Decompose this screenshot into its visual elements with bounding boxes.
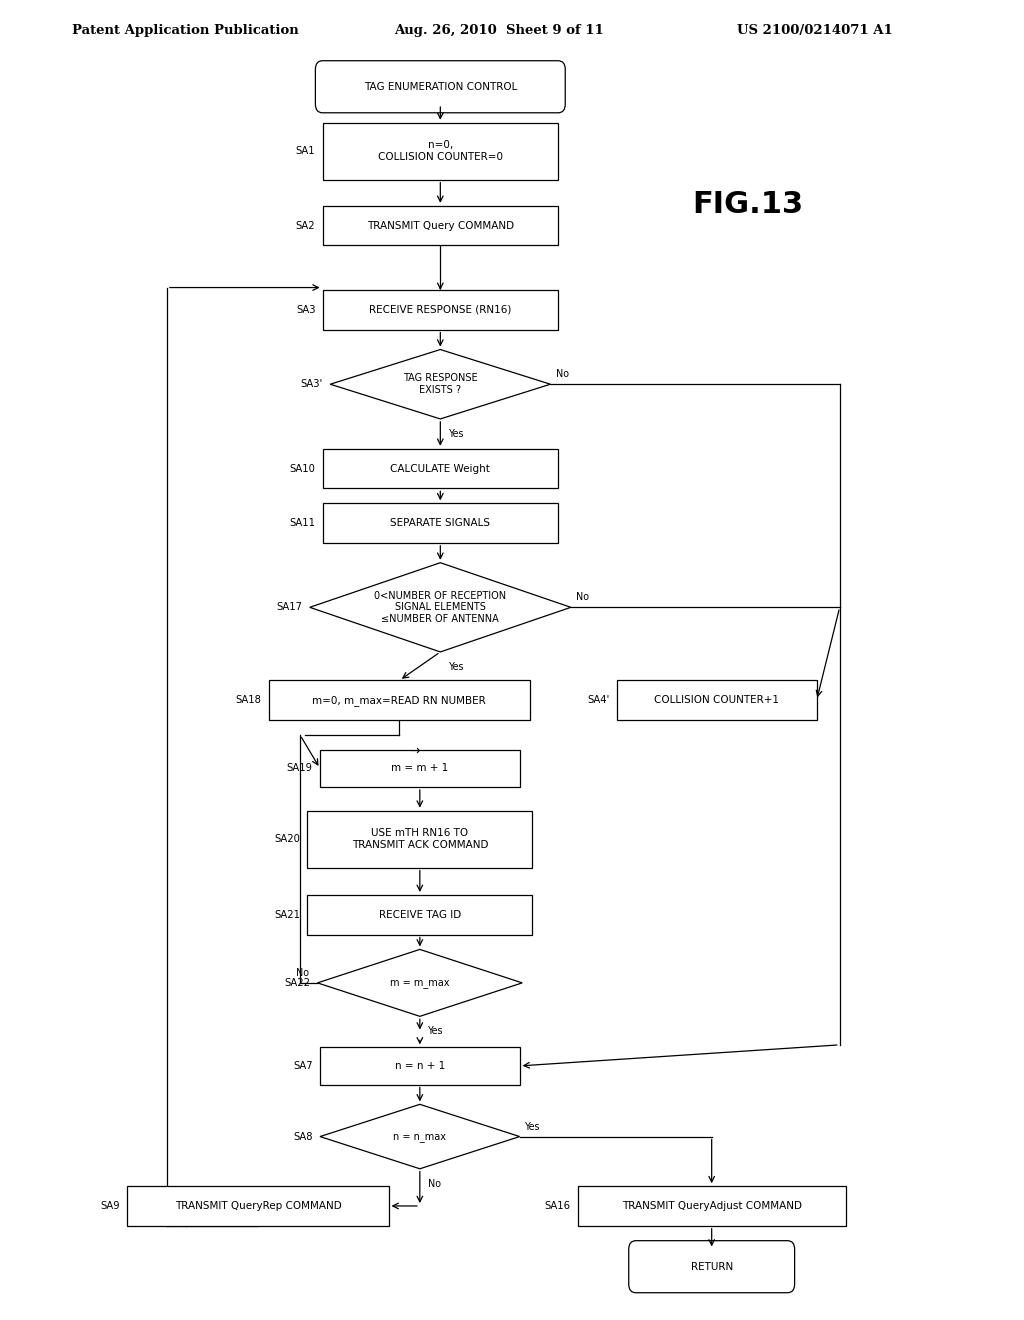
Text: Yes: Yes xyxy=(524,1122,541,1131)
Text: SA7: SA7 xyxy=(293,1061,313,1071)
Text: SA8: SA8 xyxy=(293,1131,313,1142)
Text: USE mTH RN16 TO
TRANSMIT ACK COMMAND: USE mTH RN16 TO TRANSMIT ACK COMMAND xyxy=(351,828,488,850)
Polygon shape xyxy=(319,1105,519,1168)
FancyBboxPatch shape xyxy=(616,680,816,721)
Text: SA10: SA10 xyxy=(290,463,315,474)
Text: Aug. 26, 2010  Sheet 9 of 11: Aug. 26, 2010 Sheet 9 of 11 xyxy=(394,24,604,37)
Text: RETURN: RETURN xyxy=(690,1262,733,1271)
FancyBboxPatch shape xyxy=(319,750,520,787)
FancyBboxPatch shape xyxy=(323,123,558,180)
Text: SA11: SA11 xyxy=(290,517,315,528)
Text: RECEIVE TAG ID: RECEIVE TAG ID xyxy=(379,909,461,920)
FancyBboxPatch shape xyxy=(323,290,558,330)
FancyBboxPatch shape xyxy=(323,503,558,543)
Polygon shape xyxy=(330,350,551,418)
Text: US 2100/0214071 A1: US 2100/0214071 A1 xyxy=(737,24,893,37)
Text: No: No xyxy=(575,593,589,602)
Text: No: No xyxy=(428,1179,441,1189)
Text: SA9: SA9 xyxy=(100,1201,121,1210)
Text: SA16: SA16 xyxy=(545,1201,570,1210)
Text: SA22: SA22 xyxy=(285,978,310,987)
Text: m = m + 1: m = m + 1 xyxy=(391,763,449,774)
Text: SA17: SA17 xyxy=(276,602,303,612)
Text: No: No xyxy=(296,968,309,978)
FancyBboxPatch shape xyxy=(323,449,558,488)
Text: SA20: SA20 xyxy=(274,834,300,843)
FancyBboxPatch shape xyxy=(307,810,532,867)
Text: SA18: SA18 xyxy=(236,696,262,705)
FancyBboxPatch shape xyxy=(127,1187,389,1226)
Polygon shape xyxy=(317,949,522,1016)
Text: 0<NUMBER OF RECEPTION
SIGNAL ELEMENTS
≤NUMBER OF ANTENNA: 0<NUMBER OF RECEPTION SIGNAL ELEMENTS ≤N… xyxy=(374,591,507,624)
Text: TRANSMIT QueryAdjust COMMAND: TRANSMIT QueryAdjust COMMAND xyxy=(622,1201,802,1210)
Text: m=0, m_max=READ RN NUMBER: m=0, m_max=READ RN NUMBER xyxy=(312,694,486,706)
Text: Patent Application Publication: Patent Application Publication xyxy=(72,24,298,37)
FancyBboxPatch shape xyxy=(578,1187,846,1226)
Text: Yes: Yes xyxy=(449,429,464,438)
FancyBboxPatch shape xyxy=(315,61,565,112)
Text: COLLISION COUNTER+1: COLLISION COUNTER+1 xyxy=(654,696,779,705)
Polygon shape xyxy=(309,562,571,652)
Text: SA3': SA3' xyxy=(301,379,324,389)
Text: SA19: SA19 xyxy=(287,763,313,774)
Text: m = m_max: m = m_max xyxy=(390,978,450,987)
Text: Yes: Yes xyxy=(449,661,464,672)
Text: FIG.13: FIG.13 xyxy=(692,190,803,219)
Text: n = n + 1: n = n + 1 xyxy=(394,1061,445,1071)
Text: SA4': SA4' xyxy=(588,696,609,705)
FancyBboxPatch shape xyxy=(268,680,530,721)
Text: Yes: Yes xyxy=(428,1026,443,1036)
Text: →: → xyxy=(410,744,420,758)
Text: TAG RESPONSE
EXISTS ?: TAG RESPONSE EXISTS ? xyxy=(403,374,477,395)
Text: TRANSMIT Query COMMAND: TRANSMIT Query COMMAND xyxy=(367,220,514,231)
Text: TAG ENUMERATION CONTROL: TAG ENUMERATION CONTROL xyxy=(364,82,517,92)
Text: n = n_max: n = n_max xyxy=(393,1131,446,1142)
Text: n=0,
COLLISION COUNTER=0: n=0, COLLISION COUNTER=0 xyxy=(378,140,503,162)
FancyBboxPatch shape xyxy=(629,1241,795,1292)
Text: SA2: SA2 xyxy=(296,220,315,231)
Text: SA1: SA1 xyxy=(296,147,315,156)
Text: SA21: SA21 xyxy=(274,909,300,920)
Text: CALCULATE Weight: CALCULATE Weight xyxy=(390,463,490,474)
FancyBboxPatch shape xyxy=(319,1047,520,1085)
Text: SEPARATE SIGNALS: SEPARATE SIGNALS xyxy=(390,517,490,528)
Text: SA3: SA3 xyxy=(296,305,315,315)
Text: No: No xyxy=(555,370,568,379)
Text: TRANSMIT QueryRep COMMAND: TRANSMIT QueryRep COMMAND xyxy=(175,1201,341,1210)
FancyBboxPatch shape xyxy=(307,895,532,935)
FancyBboxPatch shape xyxy=(323,206,558,246)
Text: RECEIVE RESPONSE (RN16): RECEIVE RESPONSE (RN16) xyxy=(369,305,512,315)
